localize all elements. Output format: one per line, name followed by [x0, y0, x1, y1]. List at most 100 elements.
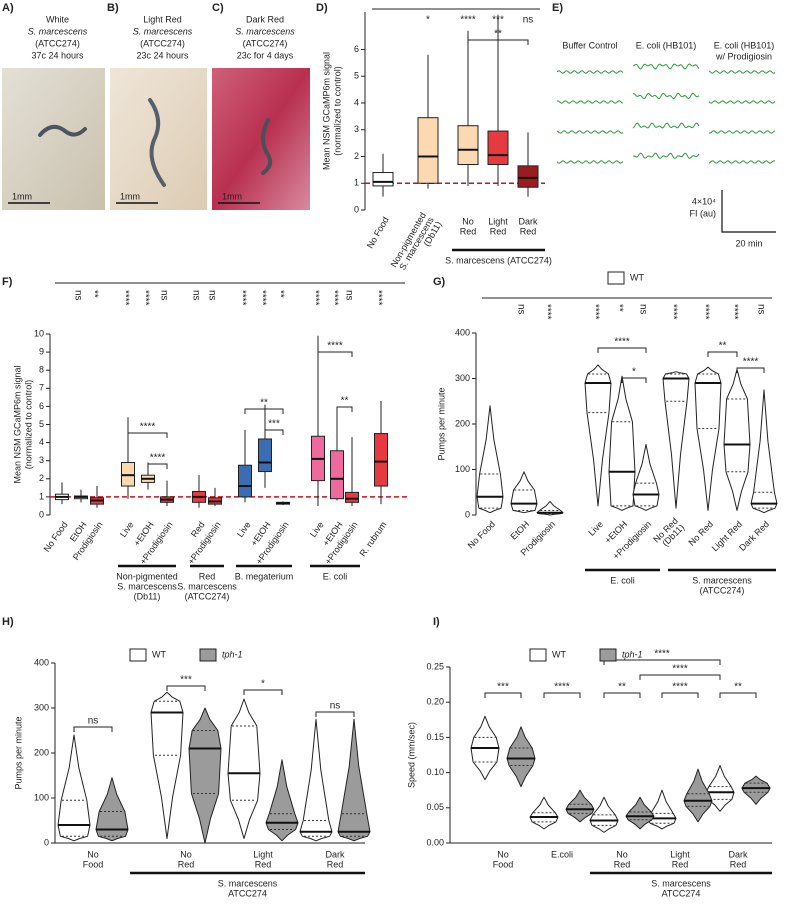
- y-axis-label: (normalized to control): [332, 66, 342, 156]
- significance: *: [426, 15, 430, 26]
- x-tick-label: No: [87, 849, 99, 859]
- y-tick-label: 0: [465, 509, 470, 519]
- trace-header: E. coli (HB101): [636, 40, 697, 50]
- box: [374, 433, 388, 487]
- violin: [589, 796, 619, 833]
- photo-caption: 37c 24 hours: [31, 50, 84, 60]
- significance: ***: [492, 15, 504, 26]
- sig-bracket: [543, 692, 581, 698]
- significance: ****: [256, 290, 267, 306]
- photo-caption: (ATCC274): [140, 38, 185, 48]
- violin: [662, 371, 690, 509]
- bracket-label: ****: [327, 341, 343, 352]
- significance: ***: [497, 682, 509, 693]
- box: [330, 450, 344, 500]
- legend-swatch: [129, 648, 147, 662]
- panel-label: A): [2, 2, 14, 14]
- x-tick-label: Live: [118, 520, 136, 539]
- sig-bracket: [243, 689, 283, 695]
- panel-label: G): [433, 276, 446, 288]
- y-tick-label: 4: [354, 97, 359, 107]
- violin: [299, 718, 333, 842]
- y-tick-label: 7: [39, 383, 44, 393]
- y-tick-label: 300: [455, 373, 470, 383]
- y-tick-label: 400: [34, 657, 49, 667]
- x-tick-label: Red: [520, 226, 537, 236]
- significance: **: [734, 682, 742, 693]
- box: [487, 130, 509, 166]
- x-tick-label: Red: [730, 859, 747, 869]
- violin: [608, 375, 636, 511]
- bracket-label: ***: [268, 419, 280, 430]
- x-tick-label: No: [180, 849, 192, 859]
- legend-label: WT: [552, 649, 566, 659]
- x-tick-label: Live: [586, 519, 605, 538]
- violin: [188, 707, 222, 844]
- group-label: E. coli: [323, 571, 348, 581]
- y-tick-label: 400: [455, 327, 470, 337]
- group-label: S. marcescens (ATCC274): [445, 255, 552, 265]
- legend-label: tph-1: [222, 649, 243, 659]
- x-tick-label: Dark: [728, 849, 748, 859]
- significance: **: [613, 304, 624, 312]
- sig-bracket: [264, 429, 284, 435]
- violin: [723, 368, 751, 511]
- panel-label: B): [107, 2, 119, 14]
- y-axis-label: Speed (mm/sec): [406, 722, 416, 788]
- trace-scale-y-unit: FI (au): [689, 208, 716, 218]
- y-tick-label: 0: [354, 204, 359, 214]
- x-tick-label: No Food: [466, 519, 497, 550]
- y-tick-label: 200: [455, 418, 470, 428]
- sig-bracket: [467, 39, 529, 45]
- sig-bracket: [73, 726, 113, 732]
- violin: [632, 444, 660, 511]
- sig-bracket: [315, 711, 355, 717]
- trace: [632, 92, 700, 100]
- trace: [632, 63, 700, 70]
- y-axis-label: Pumps per minute: [436, 387, 446, 460]
- violin: [750, 389, 778, 514]
- significance: ns: [88, 716, 99, 727]
- panel-label: D): [316, 2, 328, 14]
- group-label: S. marcescens: [651, 878, 711, 888]
- significance: ns: [206, 290, 217, 301]
- scale-bar-label: 1mm: [120, 191, 140, 201]
- trace-scale-x: 20 min: [735, 238, 762, 248]
- violin: [584, 364, 612, 507]
- trace-scale: [721, 190, 776, 233]
- y-axis-label: Pumps per minute: [13, 716, 23, 789]
- x-tick-label: R. rubrum: [357, 520, 388, 559]
- trace: [632, 122, 700, 129]
- sig-bracket: [719, 692, 757, 698]
- scale-bar-label: 1mm: [12, 191, 32, 201]
- y-tick-label: 300: [34, 702, 49, 712]
- significance: ****: [460, 15, 476, 26]
- x-tick-label: No Red: [686, 519, 715, 548]
- y-tick-label: 6: [39, 401, 44, 411]
- trace: [556, 160, 624, 164]
- y-tick-label: 100: [34, 792, 49, 802]
- worm: [148, 98, 166, 187]
- panel-label: C): [212, 2, 224, 14]
- significance: ****: [119, 290, 130, 306]
- bracket-label: ****: [140, 422, 156, 433]
- sig-bracket: [317, 351, 353, 357]
- photo-caption: S. marcescens: [133, 26, 193, 36]
- violin: [265, 759, 299, 842]
- bracket-label: ****: [150, 453, 166, 464]
- sig-bracket: [621, 377, 647, 383]
- significance: ns: [523, 15, 534, 26]
- x-tick-label: Live: [308, 520, 326, 539]
- group-label: B. megaterium: [235, 571, 294, 581]
- significance: ***: [180, 675, 192, 686]
- sig-bracket: [484, 692, 522, 698]
- sig-bracket: [603, 659, 721, 665]
- y-tick-label: 0.05: [426, 802, 444, 812]
- group-label: S. marcescens: [692, 575, 752, 585]
- legend-swatch: [599, 648, 617, 662]
- box: [345, 491, 359, 503]
- trace-scale-y: 4×10⁴: [692, 196, 716, 206]
- x-tick-label: Dark Red: [737, 519, 771, 553]
- photo-caption: (ATCC274): [35, 38, 80, 48]
- box: [258, 438, 272, 473]
